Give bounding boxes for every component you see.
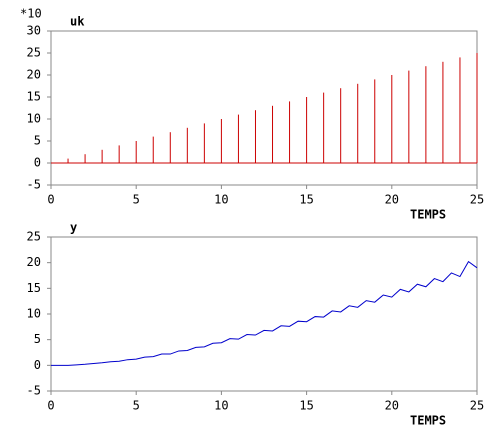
y-tick-label: 25 bbox=[27, 46, 41, 60]
x-tick-label: 15 bbox=[299, 193, 313, 207]
x-tick-label: 20 bbox=[385, 399, 399, 413]
y-tick-label: 5 bbox=[34, 134, 41, 148]
x-tick-label: 0 bbox=[47, 193, 54, 207]
y-tick-label: 10 bbox=[27, 112, 41, 126]
y-tick-label: -5 bbox=[27, 178, 41, 192]
x-tick-label: 0 bbox=[47, 399, 54, 413]
y-tick-label: 15 bbox=[27, 281, 41, 295]
x-tick-label: 25 bbox=[470, 193, 484, 207]
y-tick-label: 5 bbox=[34, 332, 41, 346]
y-tick-label: -5 bbox=[27, 384, 41, 398]
x-tick-label: 10 bbox=[214, 193, 228, 207]
chart-title: y bbox=[70, 221, 77, 235]
x-tick-label: 5 bbox=[133, 399, 140, 413]
y-tick-label: 15 bbox=[27, 90, 41, 104]
x-tick-label: 20 bbox=[385, 193, 399, 207]
y-multiplier: *10 bbox=[20, 7, 42, 21]
x-axis-label: TEMPS bbox=[410, 414, 446, 428]
x-tick-label: 5 bbox=[133, 193, 140, 207]
x-tick-label: 25 bbox=[470, 399, 484, 413]
y-tick-label: 0 bbox=[34, 156, 41, 170]
chart-title: uk bbox=[70, 15, 85, 29]
y-tick-label: 30 bbox=[27, 24, 41, 38]
y-tick-label: 0 bbox=[34, 358, 41, 372]
plot-frame bbox=[50, 236, 478, 392]
y-tick-label: 10 bbox=[27, 307, 41, 321]
line bbox=[51, 260, 478, 366]
y-tick-label: 25 bbox=[27, 230, 41, 244]
y-tick-label: 20 bbox=[27, 68, 41, 82]
x-axis-label: TEMPS bbox=[410, 208, 446, 222]
y-tick-label: 20 bbox=[27, 255, 41, 269]
x-tick-label: 15 bbox=[299, 399, 313, 413]
plot-frame bbox=[50, 30, 478, 186]
x-tick-label: 10 bbox=[214, 399, 228, 413]
